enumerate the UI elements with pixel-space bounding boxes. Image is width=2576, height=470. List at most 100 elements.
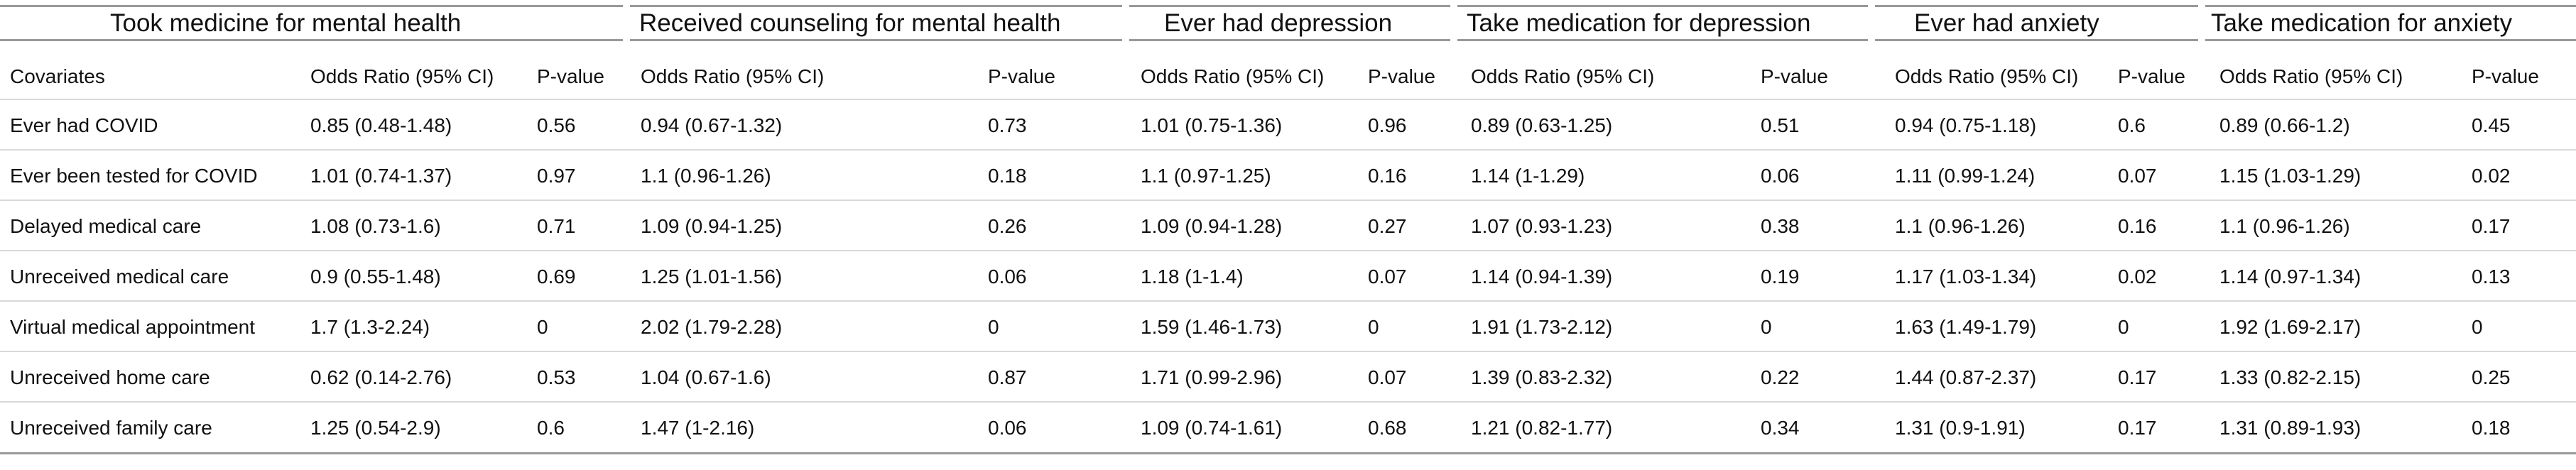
group-title: Take medication for anxiety xyxy=(2211,9,2513,37)
p-value-cell: 0.38 xyxy=(1761,215,1800,237)
odds-ratio-cell: 1.44 (0.87-2.37) xyxy=(1895,366,2037,388)
odds-ratio-cell: 1.31 (0.9-1.91) xyxy=(1895,417,2026,439)
p-value-cell: 0.02 xyxy=(2118,266,2157,288)
p-value-cell: 0.07 xyxy=(1368,266,1407,288)
p-value-cell: 0.19 xyxy=(1761,266,1800,288)
p-value-cell: 0 xyxy=(1761,316,1772,338)
p-value-cell: 0.53 xyxy=(537,366,576,388)
odds-ratio-cell: 1.63 (1.49-1.79) xyxy=(1895,316,2037,338)
odds-ratio-cell: 1.31 (0.89-1.93) xyxy=(2219,417,2362,439)
group-title: Ever had anxiety xyxy=(1914,9,2099,37)
p-value-cell: 0 xyxy=(988,316,999,338)
odds-ratio-cell: 1.25 (0.54-2.9) xyxy=(310,417,441,439)
odds-ratio-cell: 0.94 (0.75-1.18) xyxy=(1895,114,2037,136)
odds-ratio-header: Odds Ratio (95% CI) xyxy=(310,65,494,87)
p-value-cell: 0.16 xyxy=(1368,165,1407,187)
covariate-label: Ever had COVID xyxy=(10,114,158,136)
odds-ratio-cell: 1.1 (0.96-1.26) xyxy=(641,165,771,187)
p-value-cell: 0.51 xyxy=(1761,114,1800,136)
p-value-cell: 0.34 xyxy=(1761,417,1800,439)
group-title: Take medication for depression xyxy=(1467,9,1811,37)
odds-ratio-cell: 1.39 (0.83-2.32) xyxy=(1471,366,1613,388)
group-header-received-counseling: Received counseling for mental health xyxy=(630,5,1122,41)
row-divider xyxy=(0,250,2576,251)
p-value-cell: 0.17 xyxy=(2118,417,2157,439)
odds-ratio-cell: 1.09 (0.94-1.25) xyxy=(641,215,783,237)
p-value-cell: 0.13 xyxy=(2472,266,2511,288)
p-value-cell: 0.56 xyxy=(537,114,576,136)
odds-ratio-cell: 0.89 (0.66-1.2) xyxy=(2219,114,2350,136)
odds-ratio-cell: 1.09 (0.74-1.61) xyxy=(1141,417,1283,439)
odds-ratio-cell: 1.18 (1-1.4) xyxy=(1141,266,1244,288)
header-divider xyxy=(0,99,2576,100)
p-value-cell: 0.25 xyxy=(2472,366,2511,388)
odds-ratio-cell: 1.09 (0.94-1.28) xyxy=(1141,215,1283,237)
p-value-cell: 0.07 xyxy=(1368,366,1407,388)
row-divider xyxy=(0,401,2576,403)
odds-ratio-cell: 1.11 (0.99-1.24) xyxy=(1895,165,2036,187)
p-value-cell: 0.22 xyxy=(1761,366,1800,388)
odds-ratio-cell: 1.07 (0.93-1.23) xyxy=(1471,215,1613,237)
table-bottom-rule xyxy=(0,452,2576,454)
odds-ratio-cell: 1.59 (1.46-1.73) xyxy=(1141,316,1283,338)
p-value-cell: 0.68 xyxy=(1368,417,1407,439)
p-value-cell: 0.06 xyxy=(1761,165,1800,187)
odds-ratio-header: Odds Ratio (95% CI) xyxy=(641,65,825,87)
p-value-cell: 0.07 xyxy=(2118,165,2157,187)
odds-ratio-cell: 1.17 (1.03-1.34) xyxy=(1895,266,2037,288)
group-header-ever-depression: Ever had depression xyxy=(1129,5,1450,41)
odds-ratio-cell: 0.9 (0.55-1.48) xyxy=(310,266,441,288)
covariate-label: Unreceived medical care xyxy=(10,266,229,288)
odds-ratio-cell: 1.14 (1-1.29) xyxy=(1471,165,1585,187)
p-value-cell: 0.6 xyxy=(537,417,565,439)
p-value-header: P-value xyxy=(988,65,1055,87)
p-value-cell: 0.06 xyxy=(988,417,1027,439)
p-value-cell: 0.18 xyxy=(988,165,1027,187)
odds-ratio-cell: 2.02 (1.79-2.28) xyxy=(641,316,783,338)
odds-ratio-cell: 1.1 (0.96-1.26) xyxy=(2219,215,2350,237)
p-value-header: P-value xyxy=(537,65,604,87)
odds-ratio-cell: 1.21 (0.82-1.77) xyxy=(1471,417,1613,439)
covariate-label: Unreceived home care xyxy=(10,366,210,388)
row-divider xyxy=(0,300,2576,302)
p-value-cell: 0.45 xyxy=(2472,114,2511,136)
odds-ratio-cell: 1.33 (0.82-2.15) xyxy=(2219,366,2362,388)
odds-ratio-cell: 1.14 (0.97-1.34) xyxy=(2219,266,2362,288)
p-value-cell: 0.71 xyxy=(537,215,576,237)
p-value-cell: 0.96 xyxy=(1368,114,1407,136)
odds-ratio-cell: 0.94 (0.67-1.32) xyxy=(641,114,783,136)
p-value-cell: 0.17 xyxy=(2472,215,2511,237)
group-title: Took medicine for mental health xyxy=(110,9,462,37)
p-value-cell: 0 xyxy=(537,316,548,338)
odds-ratio-cell: 0.62 (0.14-2.76) xyxy=(310,366,452,388)
odds-ratio-cell: 1.7 (1.3-2.24) xyxy=(310,316,430,338)
p-value-cell: 0 xyxy=(2472,316,2483,338)
p-value-cell: 0.17 xyxy=(2118,366,2157,388)
odds-ratio-cell: 1.1 (0.96-1.26) xyxy=(1895,215,2026,237)
p-value-cell: 0.18 xyxy=(2472,417,2511,439)
p-value-cell: 0 xyxy=(1368,316,1379,338)
odds-ratio-cell: 1.92 (1.69-2.17) xyxy=(2219,316,2362,338)
odds-ratio-cell: 1.71 (0.99-2.96) xyxy=(1141,366,1283,388)
row-divider xyxy=(0,149,2576,151)
group-header-took-medicine: Took medicine for mental health xyxy=(0,5,623,41)
p-value-cell: 0.02 xyxy=(2472,165,2511,187)
covariate-label: Ever been tested for COVID xyxy=(10,165,258,187)
p-value-header: P-value xyxy=(1368,65,1435,87)
odds-ratio-header: Odds Ratio (95% CI) xyxy=(1471,65,1655,87)
odds-ratio-header: Odds Ratio (95% CI) xyxy=(2219,65,2403,87)
odds-ratio-cell: 1.25 (1.01-1.56) xyxy=(641,266,783,288)
p-value-cell: 0.16 xyxy=(2118,215,2157,237)
odds-ratio-header: Odds Ratio (95% CI) xyxy=(1141,65,1325,87)
p-value-cell: 0.26 xyxy=(988,215,1027,237)
p-value-cell: 0 xyxy=(2118,316,2129,338)
p-value-cell: 0.6 xyxy=(2118,114,2146,136)
odds-ratio-cell: 1.47 (1-2.16) xyxy=(641,417,755,439)
row-divider xyxy=(0,200,2576,201)
row-divider xyxy=(0,351,2576,352)
odds-ratio-cell: 1.01 (0.74-1.37) xyxy=(310,165,452,187)
odds-ratio-header: Odds Ratio (95% CI) xyxy=(1895,65,2079,87)
group-header-medication-anxiety: Take medication for anxiety xyxy=(2205,5,2576,41)
odds-ratio-cell: 0.85 (0.48-1.48) xyxy=(310,114,452,136)
